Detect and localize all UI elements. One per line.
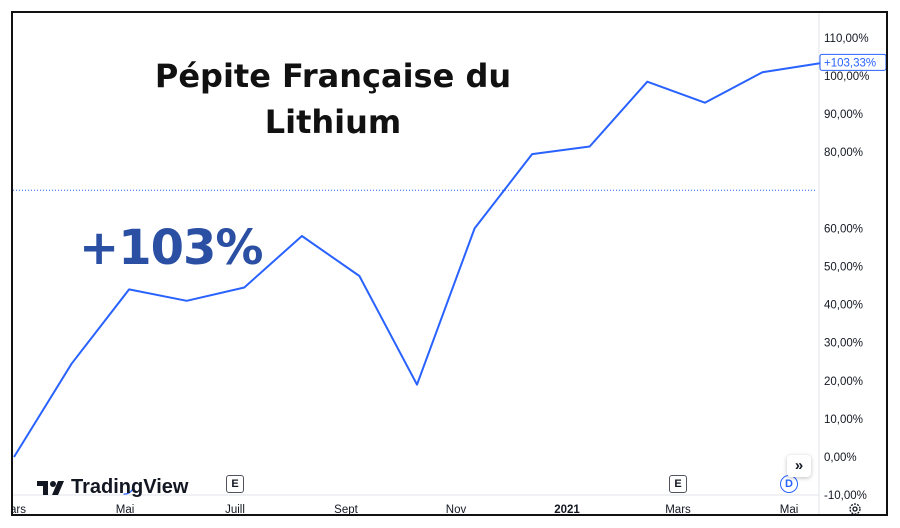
y-tick-label: 20,00% bbox=[824, 376, 863, 388]
current-value-box bbox=[819, 53, 886, 71]
y-tick-label: 90,00% bbox=[824, 109, 863, 121]
chart-frame: 110,00% 100,00% 90,00% 80,00% 60,00% 50,00% 40… bbox=[11, 11, 888, 516]
data-point[interactable] bbox=[356, 273, 362, 279]
chart-title: Pépite Française du Lithium bbox=[123, 53, 543, 145]
tradingview-logo-text: TradingView bbox=[71, 476, 189, 498]
y-tick-label: 0,00% bbox=[824, 452, 857, 464]
data-point[interactable] bbox=[184, 298, 190, 304]
x-tick-label: Mai bbox=[780, 504, 799, 516]
double-chevron-right-icon: » bbox=[794, 457, 804, 474]
data-point[interactable] bbox=[587, 143, 593, 149]
data-point[interactable] bbox=[69, 361, 75, 367]
chart-title-line-2: Lithium bbox=[264, 103, 402, 141]
event-marker[interactable] bbox=[116, 477, 134, 495]
data-point[interactable] bbox=[126, 286, 132, 292]
data-point[interactable] bbox=[644, 79, 650, 85]
y-tick-label: 40,00% bbox=[824, 300, 863, 312]
y-tick-label: 110,00% bbox=[824, 33, 869, 45]
x-tick-label: Sept bbox=[334, 504, 358, 516]
y-tick-label: 80,00% bbox=[824, 147, 863, 159]
y-tick-label: 100,00% bbox=[824, 71, 869, 83]
earnings-marker[interactable]: E bbox=[669, 475, 687, 493]
dividend-marker[interactable]: D bbox=[780, 475, 798, 493]
data-point[interactable] bbox=[759, 69, 765, 75]
x-tick-label: Nov bbox=[446, 504, 467, 516]
x-tick-label: Juill bbox=[225, 504, 245, 516]
gear-icon[interactable] bbox=[848, 502, 862, 516]
tradingview-logo[interactable]: TradingView bbox=[37, 476, 188, 499]
data-point[interactable] bbox=[472, 225, 478, 231]
data-point[interactable] bbox=[299, 233, 305, 239]
y-tick-label: -10,00% bbox=[824, 490, 867, 502]
performance-label: +103% bbox=[79, 220, 264, 276]
scroll-to-realtime-button[interactable]: » bbox=[787, 455, 811, 477]
y-tick-label: 60,00% bbox=[824, 223, 863, 235]
chart-title-line-1: Pépite Française du bbox=[154, 57, 512, 95]
earnings-marker[interactable]: E bbox=[226, 475, 244, 493]
y-tick-label: 50,00% bbox=[824, 262, 863, 274]
x-tick-label: ars bbox=[13, 504, 26, 516]
series-line[interactable] bbox=[13, 62, 821, 458]
data-point[interactable] bbox=[702, 100, 708, 106]
x-tick-label: Mai bbox=[116, 504, 135, 516]
tradingview-logo-icon bbox=[37, 480, 67, 496]
y-tick-label: 30,00% bbox=[824, 338, 863, 350]
data-point[interactable] bbox=[529, 151, 535, 157]
chart-plot[interactable]: 110,00% 100,00% 90,00% 80,00% 60,00% 50,00% 40… bbox=[13, 13, 888, 516]
x-tick-label: Mars bbox=[665, 504, 691, 516]
y-tick-label: 10,00% bbox=[824, 414, 863, 426]
current-value-label: +103,33% bbox=[824, 57, 876, 69]
data-point[interactable] bbox=[241, 284, 247, 290]
x-tick-label: 2021 bbox=[554, 504, 580, 516]
data-point[interactable] bbox=[414, 382, 420, 388]
